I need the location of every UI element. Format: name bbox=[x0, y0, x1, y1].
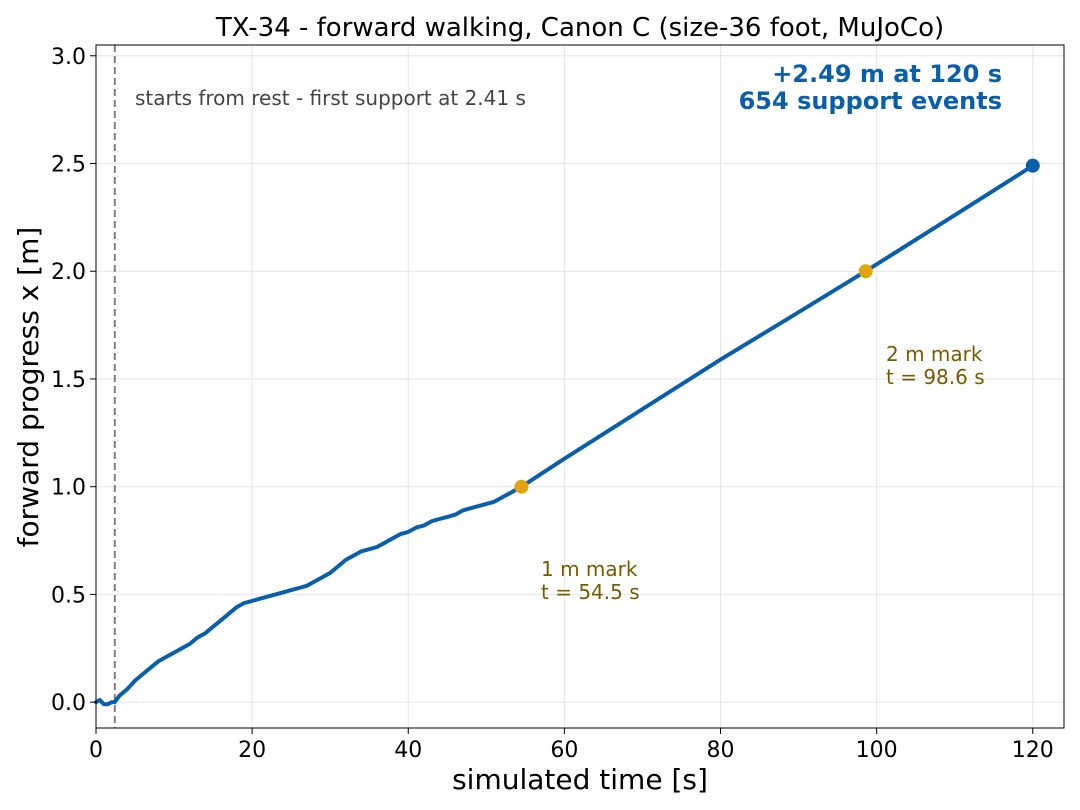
x-tick-label: 120 bbox=[1012, 738, 1054, 763]
y-tick-label: 3.0 bbox=[51, 45, 86, 70]
progress-marker bbox=[514, 479, 529, 494]
marker-layer bbox=[514, 158, 1040, 494]
x-ticks: 0 20 40 60 80 100 120 bbox=[89, 728, 1054, 763]
y-tick-label: 2.5 bbox=[51, 153, 86, 178]
x-tick-label: 80 bbox=[707, 738, 735, 763]
chart-title: TX-34 - forward walking, Canon C (size-3… bbox=[215, 13, 944, 43]
x-tick-label: 40 bbox=[394, 738, 422, 763]
y-tick-label: 1.0 bbox=[51, 476, 86, 501]
x-tick-label: 60 bbox=[550, 738, 578, 763]
x-tick-label: 0 bbox=[89, 738, 103, 763]
y-axis-label: forward progress x [m] bbox=[12, 227, 45, 548]
mark1-time: t = 54.5 s bbox=[541, 580, 640, 604]
progress-line bbox=[94, 163, 1035, 707]
mark2-time: t = 98.6 s bbox=[886, 365, 985, 389]
progress-marker bbox=[858, 264, 873, 279]
plot-frame bbox=[95, 44, 1065, 729]
mark2-label: 2 m mark bbox=[886, 342, 983, 366]
y-tick-label: 0.5 bbox=[51, 583, 86, 608]
x-tick-label: 100 bbox=[856, 738, 898, 763]
y-ticks: 0.0 0.5 1.0 1.5 2.0 2.5 3.0 bbox=[51, 45, 96, 716]
series-layer bbox=[94, 163, 1035, 707]
progress-marker bbox=[1025, 158, 1040, 173]
mark1-label: 1 m mark bbox=[541, 557, 638, 581]
summary-events: 654 support events bbox=[739, 87, 1002, 115]
x-axis-label: simulated time [s] bbox=[452, 763, 708, 796]
grid bbox=[95, 45, 1064, 728]
y-tick-label: 1.5 bbox=[51, 368, 86, 393]
y-tick-label: 0.0 bbox=[51, 691, 86, 716]
x-tick-label: 20 bbox=[238, 738, 266, 763]
summary-distance: +2.49 m at 120 s bbox=[772, 60, 1002, 88]
y-tick-label: 2.0 bbox=[51, 260, 86, 285]
start-note: starts from rest - first support at 2.41… bbox=[135, 86, 526, 110]
